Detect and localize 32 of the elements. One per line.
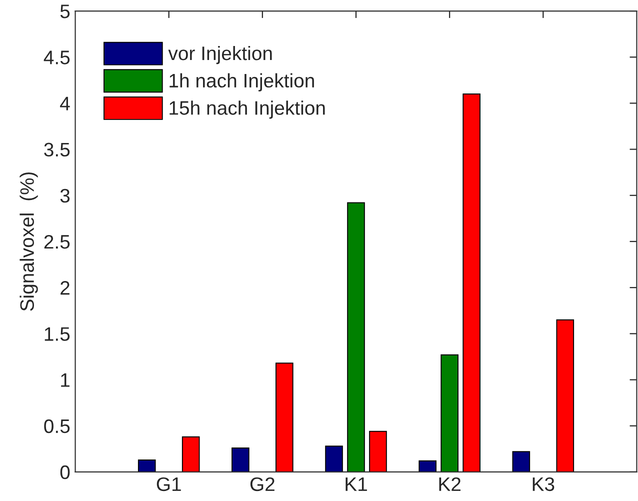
y-tick-label: 3	[60, 188, 70, 203]
y-tick-label: 5	[60, 4, 70, 18]
bar	[325, 446, 343, 472]
bar	[347, 202, 365, 472]
y-tick-label: 4.5	[44, 50, 70, 64]
bar	[440, 354, 458, 472]
y-tick-label: 4	[60, 96, 70, 110]
x-tick-label: K3	[532, 477, 554, 492]
x-tick-label: G1	[156, 477, 181, 492]
bar	[418, 460, 436, 472]
bar	[512, 451, 530, 472]
bar	[462, 94, 480, 472]
bar	[276, 362, 294, 472]
bar	[182, 436, 200, 472]
y-axis-title: Signalvoxel (%)	[20, 172, 38, 311]
bar	[232, 447, 250, 472]
y-tick-label: 1.5	[44, 327, 70, 341]
y-tick-label: 0.5	[44, 419, 70, 434]
y-tick-label: 2.5	[44, 234, 70, 249]
y-tick-label: 2	[60, 281, 70, 295]
bar	[369, 430, 387, 472]
legend-label: vor Injektion	[168, 46, 272, 64]
y-tick-label: 1	[61, 373, 70, 387]
x-tick-label: K1	[346, 478, 367, 491]
legend-label: 1h nach Injektion	[170, 73, 314, 92]
bar	[138, 459, 156, 472]
bar	[556, 319, 574, 472]
y-tick-label: 0	[60, 465, 70, 480]
y-tick-label: 3.5	[44, 142, 70, 157]
legend-label: 15h nach Injektion	[170, 100, 325, 119]
x-tick-label: G2	[250, 477, 274, 492]
x-tick-label: K2	[439, 477, 460, 491]
